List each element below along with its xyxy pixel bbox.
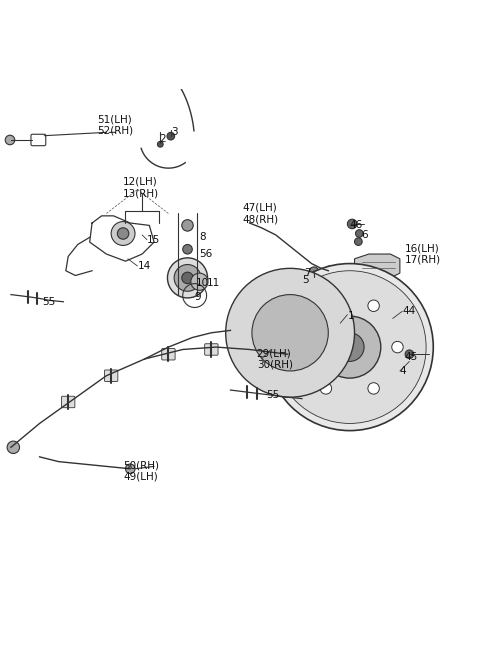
FancyBboxPatch shape [105, 370, 118, 381]
Circle shape [309, 267, 319, 276]
Circle shape [182, 220, 193, 231]
Circle shape [300, 272, 309, 281]
Text: 7: 7 [304, 268, 311, 278]
Circle shape [392, 341, 403, 353]
Circle shape [348, 219, 357, 229]
Text: 55: 55 [266, 390, 279, 400]
Circle shape [168, 258, 207, 298]
Circle shape [183, 245, 192, 254]
Circle shape [324, 266, 336, 277]
Text: 2: 2 [159, 134, 166, 144]
Circle shape [111, 222, 135, 245]
Text: 44: 44 [402, 306, 416, 316]
Text: 6: 6 [362, 230, 368, 240]
FancyBboxPatch shape [31, 134, 46, 146]
Circle shape [7, 441, 20, 453]
Text: 11: 11 [206, 277, 220, 288]
FancyBboxPatch shape [61, 396, 75, 407]
Circle shape [117, 228, 129, 239]
Text: 50(RH)
49(LH): 50(RH) 49(LH) [123, 461, 159, 482]
Text: 56: 56 [199, 249, 213, 259]
Circle shape [320, 382, 332, 394]
Circle shape [174, 264, 201, 291]
Circle shape [125, 464, 135, 474]
Circle shape [182, 272, 193, 283]
Circle shape [296, 341, 308, 353]
Text: 12(LH)
13(RH): 12(LH) 13(RH) [123, 176, 159, 198]
FancyBboxPatch shape [204, 344, 218, 355]
Circle shape [320, 300, 332, 312]
Circle shape [336, 333, 364, 361]
Circle shape [191, 273, 208, 291]
Text: 14: 14 [137, 261, 151, 271]
Text: 5: 5 [302, 276, 309, 285]
Text: 51(LH)
52(RH): 51(LH) 52(RH) [97, 114, 133, 136]
Text: 4: 4 [400, 366, 407, 376]
Circle shape [368, 382, 379, 394]
Circle shape [405, 350, 414, 359]
Text: 55: 55 [42, 297, 55, 307]
FancyBboxPatch shape [162, 348, 175, 360]
Text: 29(LH)
30(RH): 29(LH) 30(RH) [257, 348, 293, 370]
Text: 46: 46 [350, 220, 363, 230]
Circle shape [226, 268, 355, 397]
Text: 1: 1 [348, 311, 354, 321]
Text: 8: 8 [199, 232, 206, 242]
Circle shape [5, 135, 15, 145]
Circle shape [274, 271, 426, 423]
Text: 3: 3 [171, 127, 178, 137]
Circle shape [356, 230, 363, 237]
Circle shape [266, 264, 433, 430]
Circle shape [368, 300, 379, 312]
Text: 10: 10 [196, 277, 209, 288]
Text: 15: 15 [147, 235, 160, 245]
Circle shape [319, 316, 381, 378]
Text: 9: 9 [195, 292, 201, 302]
Text: 16(LH)
17(RH): 16(LH) 17(RH) [405, 243, 441, 265]
Text: 45: 45 [405, 352, 418, 361]
Circle shape [157, 142, 163, 147]
Text: 47(LH)
48(RH): 47(LH) 48(RH) [242, 203, 278, 224]
Circle shape [355, 238, 362, 245]
Polygon shape [355, 254, 400, 278]
Circle shape [167, 133, 175, 140]
Circle shape [252, 295, 328, 371]
